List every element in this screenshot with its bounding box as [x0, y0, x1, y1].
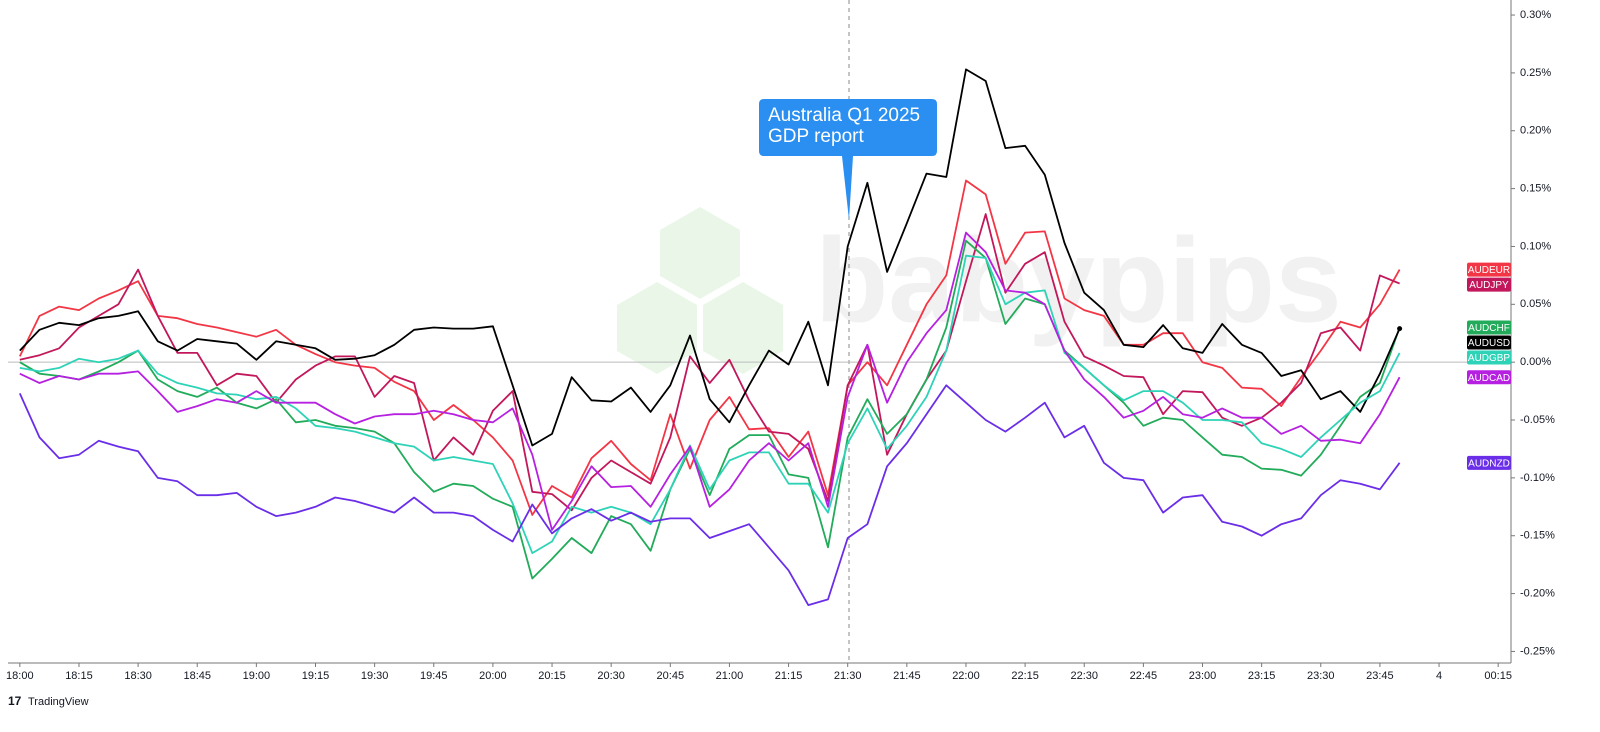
x-tick-label: 19:15	[302, 670, 330, 682]
y-tick-label: -0.15%	[1520, 530, 1555, 542]
x-tick-label: 23:30	[1307, 670, 1335, 682]
legend-label: AUDUSD	[1468, 338, 1510, 349]
legend-swatch	[1467, 350, 1511, 365]
x-tick-label: 18:45	[183, 670, 211, 682]
plot	[8, 68, 1510, 606]
logo-mark: 17	[8, 694, 22, 708]
y-tick-label: 0.15%	[1520, 183, 1551, 195]
x-tick-label: 22:45	[1130, 670, 1158, 682]
watermark: babypips	[617, 207, 1342, 374]
series-line	[18, 384, 1401, 606]
x-tick-label: 21:30	[834, 670, 862, 682]
legend-swatch	[1467, 262, 1511, 277]
x-tick-label: 21:15	[775, 670, 803, 682]
series-line	[19, 231, 1401, 531]
y-tick-label: 0.25%	[1520, 67, 1551, 79]
watermark-hex	[617, 282, 697, 374]
y-tick-label: -0.25%	[1520, 645, 1555, 657]
x-tick-label: 20:30	[597, 670, 625, 682]
branding: TradingView	[28, 696, 89, 708]
x-tick-label: 4	[1436, 670, 1442, 682]
y-tick-label: 0.20%	[1520, 125, 1551, 137]
legend-swatch	[1467, 455, 1511, 470]
legend-label: AUDNZD	[1468, 458, 1510, 469]
annotation-line: Australia Q1 2025	[768, 105, 920, 126]
y-tick-label: -0.20%	[1520, 587, 1555, 599]
legend-label: AUDCHF	[1468, 323, 1510, 334]
watermark-hex	[703, 282, 783, 374]
annotation: Australia Q1 2025 GDP report	[759, 99, 937, 220]
series-line	[19, 68, 1401, 447]
series-line	[19, 239, 1401, 580]
y-tick-label: 0.05%	[1520, 298, 1551, 310]
last-point	[1397, 326, 1403, 332]
x-tick-label: 20:15	[538, 670, 566, 682]
x-tick-label: 20:45	[657, 670, 685, 682]
legend-swatch	[1467, 335, 1511, 350]
x-tick-label: 23:00	[1189, 670, 1217, 682]
legend-label: AUDJPY	[1469, 280, 1509, 291]
x-tick-label: 18:15	[65, 670, 93, 682]
y-tick-label: -0.10%	[1520, 472, 1555, 484]
x-tick-label: 18:30	[124, 670, 152, 682]
x-tick-label: 19:45	[420, 670, 448, 682]
y-tick-label: 0.00%	[1520, 356, 1551, 368]
x-tick-label: 00:15	[1484, 670, 1512, 682]
legend-label: AUDEUR	[1468, 265, 1510, 276]
x-tick-label: 23:15	[1248, 670, 1276, 682]
legend-label: AUDGBP	[1468, 353, 1511, 364]
series-line	[19, 254, 1401, 554]
x-tick-label: 19:00	[243, 670, 271, 682]
y-tick-label: -0.05%	[1520, 414, 1555, 426]
series-line	[19, 213, 1400, 512]
y-tick-label: 0.30%	[1520, 9, 1551, 21]
annotation-line: GDP report	[768, 126, 864, 147]
legend-swatch	[1467, 370, 1511, 385]
legend-swatch	[1467, 320, 1511, 335]
x-tick-label: 21:45	[893, 670, 921, 682]
legend-label: AUDCAD	[1468, 373, 1510, 384]
x-tick-label: 21:00	[716, 670, 744, 682]
x-tick-label: 22:15	[1011, 670, 1039, 682]
y-tick-label: 0.10%	[1520, 240, 1551, 252]
x-tick-label: 23:45	[1366, 670, 1394, 682]
legend-swatch	[1467, 277, 1511, 292]
x-tick-label: 19:30	[361, 670, 389, 682]
x-tick-label: 18:00	[6, 670, 34, 682]
x-tick-label: 22:00	[952, 670, 980, 682]
x-tick-label: 22:30	[1070, 670, 1098, 682]
watermark-hex	[660, 207, 740, 299]
x-tick-label: 20:00	[479, 670, 507, 682]
watermark-text: babypips	[815, 214, 1342, 348]
callout	[759, 99, 937, 220]
